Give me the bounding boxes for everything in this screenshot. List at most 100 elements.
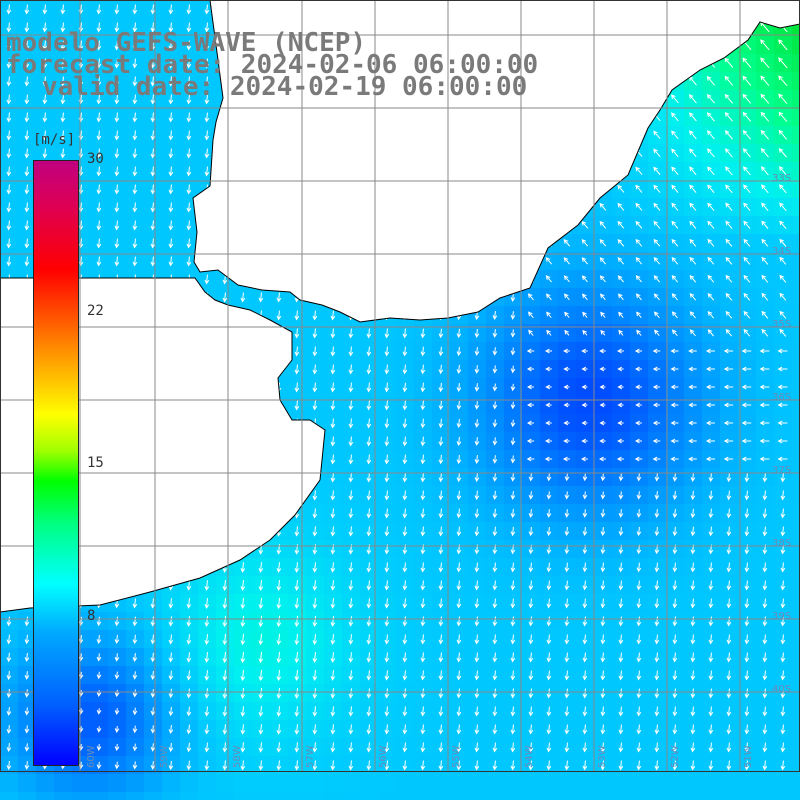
wind-arrow — [474, 598, 480, 609]
wind-arrow — [618, 634, 624, 645]
wind-arrow — [114, 671, 120, 680]
wind-arrow — [510, 616, 516, 627]
wind-arrow — [724, 148, 733, 158]
wind-arrow — [96, 616, 102, 627]
wind-cell — [432, 792, 450, 800]
wind-arrow — [690, 526, 696, 537]
wind-arrow — [384, 418, 390, 429]
wind-arrow — [741, 402, 752, 408]
lon-label: 53W — [597, 745, 608, 768]
wind-arrow — [654, 688, 660, 699]
wind-arrow — [456, 742, 462, 753]
wind-arrow — [438, 382, 444, 393]
wind-arrow — [114, 689, 120, 698]
wind-arrow — [366, 688, 372, 699]
wind-arrow — [456, 346, 462, 357]
lat-label: 33S — [772, 173, 792, 184]
wind-cell — [792, 468, 800, 486]
wind-arrow — [777, 438, 788, 444]
wind-arrow — [708, 634, 714, 645]
wind-arrow — [600, 598, 606, 609]
wind-arrow — [779, 292, 787, 301]
wind-arrow — [240, 562, 246, 573]
wind-arrow — [114, 616, 120, 627]
wind-arrow — [671, 112, 679, 122]
wind-arrow — [114, 58, 120, 69]
wind-arrow — [654, 760, 660, 771]
wind-arrow — [24, 616, 30, 627]
wind-arrow — [168, 652, 174, 663]
wind-arrow — [492, 508, 498, 519]
wind-arrow — [294, 706, 300, 717]
land-southwest — [0, 0, 326, 613]
wind-cell — [792, 270, 800, 288]
wind-arrow — [599, 348, 606, 354]
wind-arrow — [672, 742, 678, 753]
wind-arrow — [474, 401, 480, 410]
wind-arrow — [420, 328, 426, 339]
wind-arrow — [599, 257, 607, 265]
wind-arrow — [186, 670, 192, 681]
wind-cell — [594, 774, 612, 792]
wind-arrow — [222, 292, 228, 303]
wind-arrow — [456, 382, 462, 393]
wind-arrow — [366, 598, 372, 609]
wind-arrow — [258, 633, 264, 646]
wind-arrow — [204, 58, 210, 69]
wind-cell — [198, 792, 216, 800]
wind-arrow — [474, 742, 480, 753]
wind-arrow — [599, 202, 607, 211]
wind-arrow — [294, 562, 300, 573]
wind-arrow — [743, 292, 751, 301]
wind-arrow — [330, 400, 336, 411]
wind-arrow — [600, 688, 606, 699]
wind-arrow — [528, 526, 534, 537]
wind-arrow — [600, 580, 606, 591]
wind-arrow — [168, 616, 174, 627]
wind-arrow — [456, 598, 462, 609]
wind-arrow — [564, 311, 570, 318]
wind-arrow — [689, 238, 697, 247]
wind-arrow — [689, 166, 697, 176]
wind-arrow — [240, 579, 246, 592]
wind-arrow — [294, 310, 300, 321]
wind-arrow — [420, 760, 426, 771]
wind-arrow — [132, 112, 138, 123]
wind-arrow — [6, 670, 12, 681]
wind-arrow — [672, 652, 678, 663]
wind-arrow — [330, 616, 336, 627]
wind-arrow — [780, 598, 786, 609]
wind-arrow — [24, 76, 30, 87]
wind-arrow — [600, 742, 606, 753]
wind-arrow — [705, 456, 716, 462]
wind-cell — [792, 234, 800, 252]
wind-arrow — [150, 616, 156, 627]
wind-arrow — [168, 112, 174, 123]
wind-cell — [774, 774, 792, 792]
wind-cell — [108, 774, 126, 792]
wind-arrow — [492, 652, 498, 663]
wind-arrow — [420, 562, 426, 573]
wind-cell — [630, 774, 648, 792]
wind-arrow — [707, 292, 715, 301]
wind-arrow — [60, 22, 66, 33]
lon-label: 56W — [378, 745, 389, 768]
wind-arrow — [186, 202, 192, 213]
wind-arrow — [96, 58, 102, 69]
wind-arrow — [240, 633, 246, 646]
wind-arrow — [689, 293, 697, 301]
wind-arrow — [438, 454, 444, 465]
wind-arrow — [634, 438, 643, 444]
wind-arrow — [759, 438, 770, 444]
wind-arrow — [526, 366, 535, 372]
wind-arrow — [150, 220, 156, 231]
wind-arrow — [492, 419, 498, 428]
wind-arrow — [564, 329, 570, 336]
wind-arrow — [600, 652, 606, 663]
colorbar-tick-30: 30 — [87, 151, 104, 167]
wind-arrow — [725, 184, 733, 194]
wind-cell — [522, 774, 540, 792]
wind-arrow — [438, 472, 444, 483]
wind-arrow — [546, 760, 552, 771]
wind-arrow — [723, 366, 734, 372]
